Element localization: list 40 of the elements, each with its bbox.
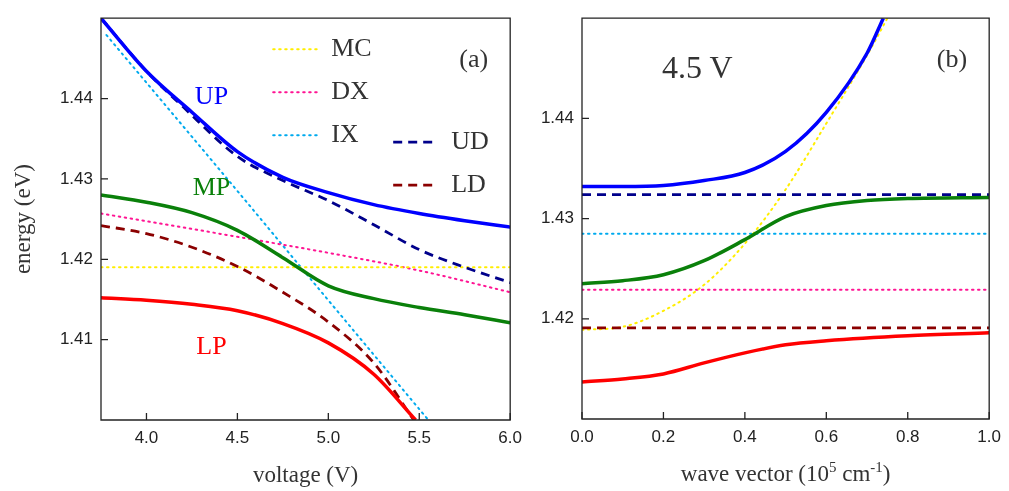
y-tick-label: 1.42 (540, 308, 574, 328)
x-tick-label: 0.0 (570, 426, 594, 446)
y-tick-label: 1.43 (59, 168, 93, 188)
line-series (582, 18, 889, 331)
legend-label: LD (451, 169, 486, 199)
annotation: (a) (459, 44, 489, 74)
x-tick-label: 4.0 (134, 427, 159, 447)
line-series (101, 212, 511, 294)
x-tick-label: 1.0 (977, 426, 1001, 446)
x-tick-label: 5.0 (316, 427, 341, 447)
line-series (101, 193, 511, 325)
y-tick-label: 1.42 (59, 248, 93, 268)
line-series (582, 331, 990, 384)
x-tick-label: 0.6 (814, 426, 839, 446)
line-series (582, 195, 990, 286)
y-tick-label: 1.44 (540, 108, 574, 128)
x-tick-label: 4.5 (225, 427, 250, 447)
x-tick-label: 5.5 (407, 427, 432, 447)
series-label: MP (192, 172, 231, 202)
y-tick-label: 1.44 (59, 88, 93, 108)
y-tick-label: 1.43 (540, 208, 574, 228)
y-axis-title: energy (eV) (10, 164, 35, 275)
x-tick-label: 0.4 (733, 426, 757, 446)
legend-label: IX (331, 119, 359, 149)
line-series (101, 296, 418, 420)
series-label: LP (196, 330, 227, 360)
x-tick-label: 0.8 (895, 426, 920, 446)
legend-label: UD (451, 126, 489, 156)
x-tick-label: 6.0 (498, 427, 522, 447)
line-series (105, 34, 430, 420)
x-tick-label: 0.2 (651, 426, 676, 446)
line-series (582, 18, 886, 189)
line-series (101, 18, 511, 229)
series-label: UP (194, 80, 229, 110)
annotation: 4.5 V (662, 49, 733, 86)
x-axis-title: voltage (V) (252, 462, 359, 487)
y-tick-label: 1.41 (59, 329, 93, 349)
annotation: (b) (936, 44, 968, 74)
legend-label: DX (331, 76, 369, 106)
legend-label: MC (331, 33, 372, 63)
